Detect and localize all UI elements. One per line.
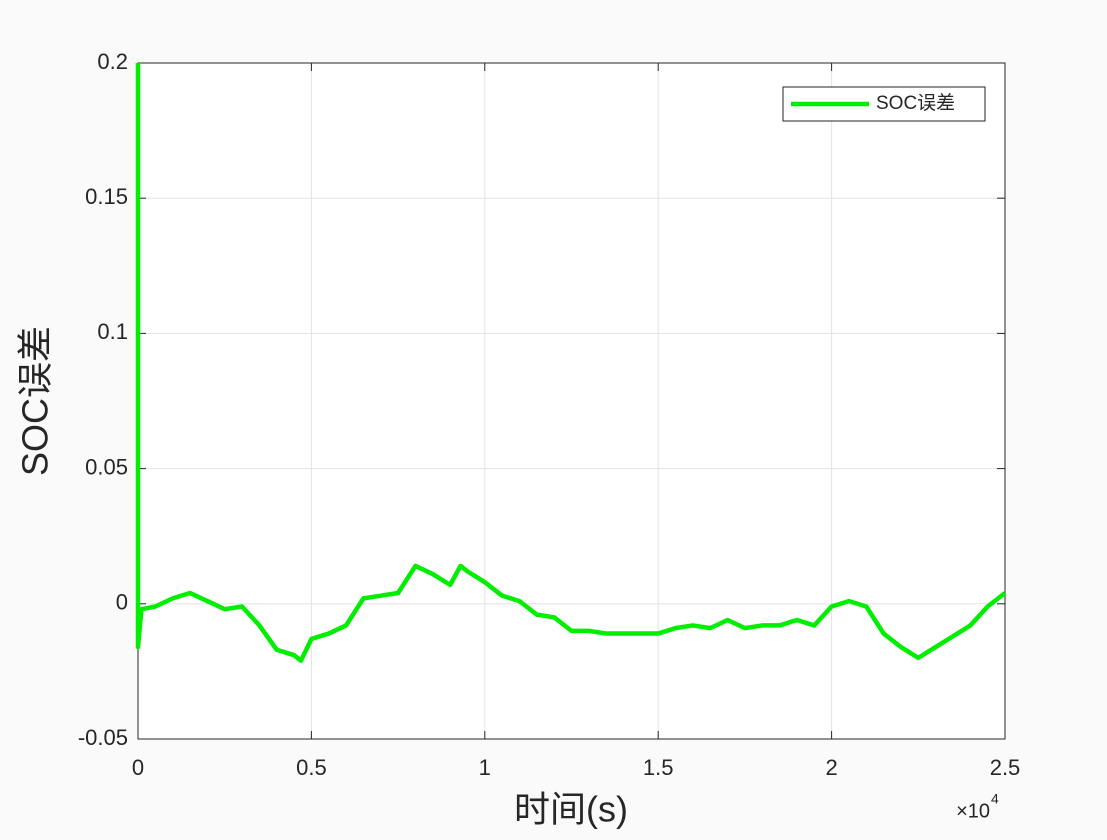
y-tick-label: 0.1 [97, 319, 128, 344]
data-line [135, 63, 1007, 663]
y-tick-label: 0.15 [85, 184, 128, 209]
y-tick-label: -0.05 [78, 725, 128, 750]
legend: SOC误差 [782, 86, 986, 122]
x-tick-label: 2.5 [990, 755, 1021, 780]
plot-area [138, 63, 1005, 739]
x-multiplier: ×10 [956, 800, 990, 822]
y-tick-label: 0.05 [85, 454, 128, 479]
x-tick-label: 1 [479, 755, 491, 780]
x-tick-label: 0.5 [296, 755, 327, 780]
y-tick-label: 0.2 [97, 49, 128, 74]
x-tick-label: 1.5 [643, 755, 674, 780]
legend-label: SOC误差 [876, 92, 955, 114]
y-axis-label: SOC误差 [15, 326, 56, 476]
y-tick-label: 0 [116, 590, 128, 615]
x-tick-label: 2 [825, 755, 837, 780]
x-multiplier-exponent: 4 [991, 791, 999, 807]
x-axis-label: 时间(s) [514, 789, 628, 830]
x-tick-label: 0 [132, 755, 144, 780]
